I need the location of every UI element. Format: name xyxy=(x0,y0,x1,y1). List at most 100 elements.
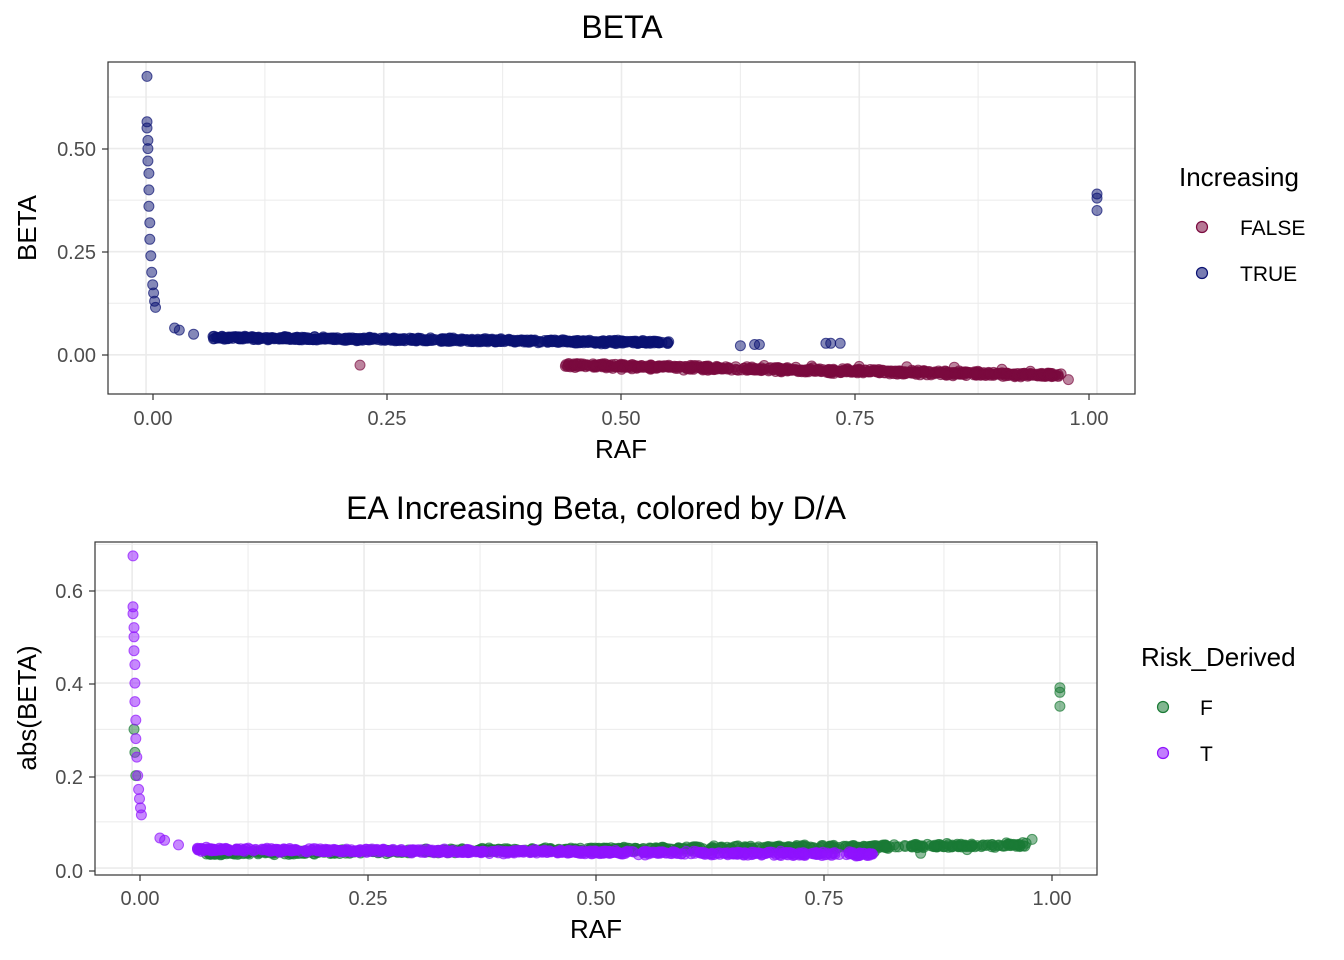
point-true xyxy=(227,332,239,344)
legend-key-f xyxy=(1156,700,1170,714)
point-f xyxy=(915,847,927,859)
point-true xyxy=(379,334,391,346)
point-t xyxy=(129,659,141,671)
point-false xyxy=(1024,365,1036,377)
y-axis-title: abs(BETA) xyxy=(12,645,42,770)
point-t xyxy=(134,793,145,805)
point-false xyxy=(597,358,608,370)
point-false xyxy=(776,363,788,375)
point-t xyxy=(128,645,140,657)
chart-title: BETA xyxy=(581,9,663,45)
y-tick-label: 0.0 xyxy=(55,861,83,883)
x-tick-label: 0.00 xyxy=(134,408,173,430)
point-true xyxy=(188,328,200,340)
point-false xyxy=(711,360,723,372)
point-f xyxy=(128,723,140,735)
x-tick-label: 0.50 xyxy=(577,888,616,910)
y-axis: 0.00 0.25 0.50 BETA xyxy=(12,139,108,367)
x-tick-label: 0.00 xyxy=(121,888,160,910)
point-t xyxy=(589,846,601,858)
point-false xyxy=(919,365,930,377)
y-axis: 0.0 0.2 0.4 0.6 abs(BETA) xyxy=(12,581,95,883)
point-false xyxy=(826,366,838,378)
point-true xyxy=(414,333,426,345)
point-t xyxy=(288,844,300,856)
y-axis-title: BETA xyxy=(12,194,42,261)
point-false xyxy=(948,361,960,373)
legend-label: F xyxy=(1200,697,1213,720)
y-tick-label: 0.50 xyxy=(57,139,96,161)
point-false xyxy=(837,365,848,377)
point-t xyxy=(220,842,232,854)
legend-label: TRUE xyxy=(1240,263,1297,286)
point-f xyxy=(961,844,973,856)
point-t xyxy=(328,843,340,855)
point-t xyxy=(135,809,147,821)
point-f xyxy=(1054,686,1066,698)
point-true xyxy=(146,266,158,278)
x-axis-title: RAF xyxy=(570,914,622,944)
point-true xyxy=(143,200,155,212)
point-f xyxy=(977,839,989,851)
x-axis: 0.00 0.25 0.50 0.75 1.00 RAF xyxy=(121,875,1071,944)
panel-beta: BETA 0.00 0.25 0.50 BETA 0.00 0.25 0.50 … xyxy=(12,9,1305,464)
x-axis: 0.00 0.25 0.50 0.75 1.00 RAF xyxy=(134,394,1108,464)
point-true xyxy=(465,336,477,348)
point-true xyxy=(1091,205,1103,216)
point-true xyxy=(490,336,502,348)
point-f xyxy=(880,841,892,853)
point-t xyxy=(129,696,141,708)
y-tick-label: 0.00 xyxy=(57,345,96,367)
point-true xyxy=(652,337,664,349)
point-t xyxy=(200,841,212,853)
point-true xyxy=(335,333,346,345)
point-true xyxy=(141,70,153,82)
point-true xyxy=(262,333,274,345)
point-false xyxy=(568,358,580,370)
point-t xyxy=(303,843,315,855)
point-false xyxy=(869,364,881,376)
x-tick-label: 0.75 xyxy=(836,408,875,430)
point-f xyxy=(1054,700,1066,712)
x-axis-title: RAF xyxy=(595,434,647,464)
point-true xyxy=(595,335,607,347)
point-t xyxy=(192,843,203,855)
point-t xyxy=(727,847,739,859)
point-false xyxy=(1062,374,1074,386)
point-true xyxy=(303,333,315,344)
legend-label: FALSE xyxy=(1240,217,1305,240)
point-true xyxy=(349,333,361,344)
point-t xyxy=(129,677,141,689)
point-false xyxy=(587,358,599,370)
point-t xyxy=(406,844,417,856)
y-tick-label: 0.2 xyxy=(55,767,83,789)
x-tick-label: 0.75 xyxy=(805,888,844,910)
point-false xyxy=(996,363,1008,375)
point-true xyxy=(242,332,254,344)
legend-key-true xyxy=(1195,266,1209,280)
point-true xyxy=(636,336,648,348)
point-true xyxy=(476,335,488,347)
point-t xyxy=(529,844,541,855)
point-true xyxy=(425,332,436,344)
point-t xyxy=(128,622,140,634)
point-false xyxy=(983,367,995,379)
y-tick-label: 0.25 xyxy=(57,242,96,264)
point-t xyxy=(132,770,144,782)
point-t xyxy=(265,843,277,855)
point-t xyxy=(130,714,142,726)
point-false xyxy=(853,360,865,372)
legend-title: Increasing xyxy=(1179,162,1299,192)
point-f xyxy=(1026,833,1038,845)
point-t xyxy=(462,844,474,856)
point-false xyxy=(616,363,627,375)
point-t xyxy=(810,848,822,860)
point-true xyxy=(563,336,575,348)
point-true xyxy=(734,340,746,352)
point-t xyxy=(564,847,576,859)
points-layer xyxy=(127,550,1066,862)
point-true xyxy=(216,330,228,342)
point-t xyxy=(131,751,143,763)
point-false xyxy=(685,361,697,373)
